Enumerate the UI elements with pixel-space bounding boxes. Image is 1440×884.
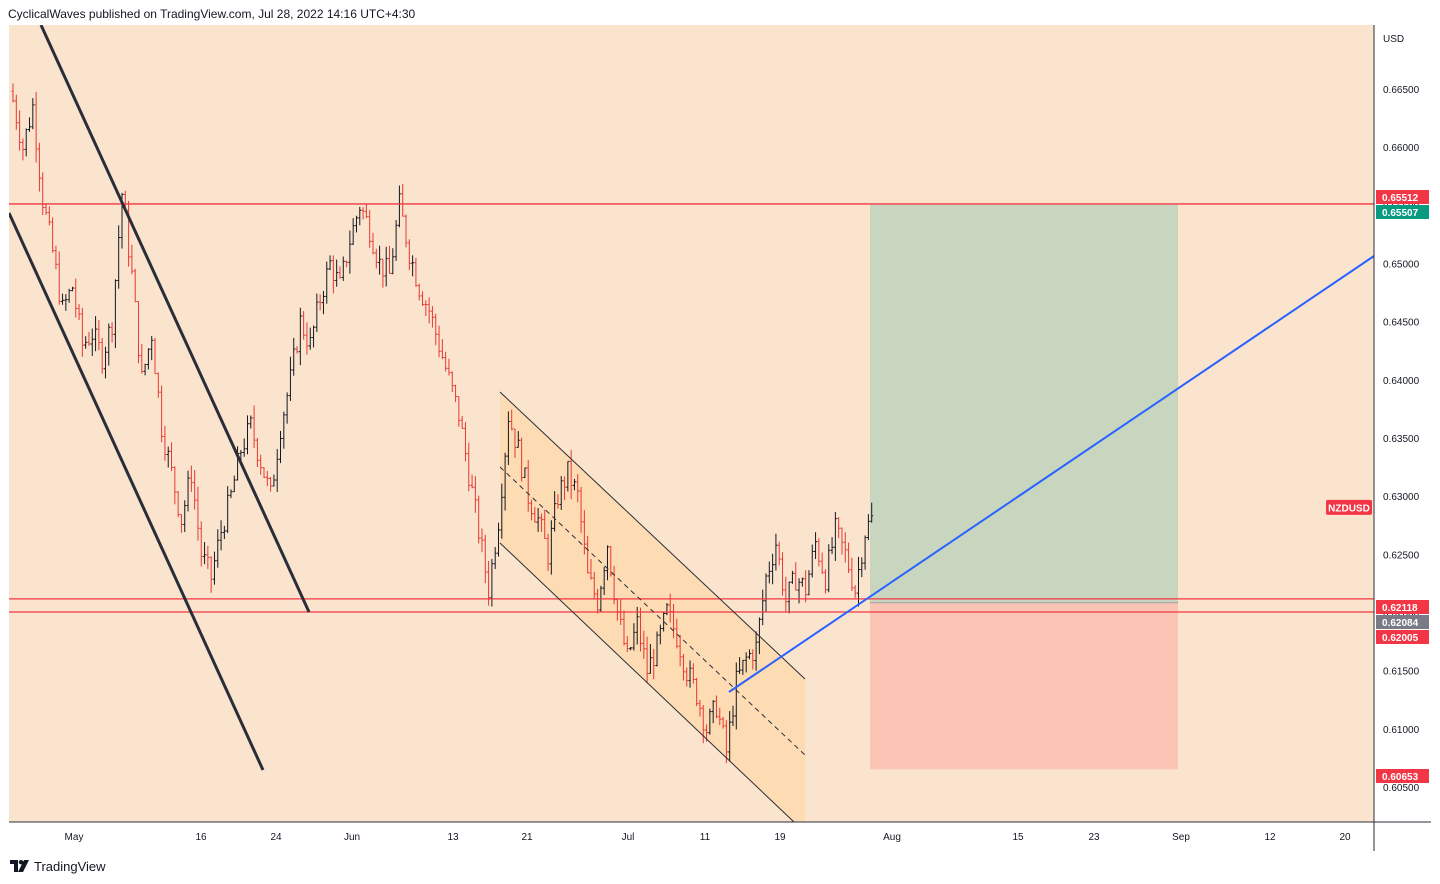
parallel-upper-line [499, 391, 806, 680]
blue-trendline [728, 255, 1375, 693]
y-tick-label: 0.61500 [1383, 667, 1420, 678]
price-label-tag [1376, 615, 1429, 629]
chart-frame[interactable]: NZDUSD0.665000.660000.655000.650000.6450… [7, 24, 1431, 851]
channel-upper-line [39, 24, 311, 613]
price-label-tag [1376, 600, 1429, 614]
price-chart[interactable]: NZDUSD0.665000.660000.655000.650000.6450… [7, 24, 1431, 851]
scale-corner [1374, 822, 1431, 851]
symbol-tag [1326, 499, 1372, 515]
x-tick-label: 15 [1012, 832, 1024, 843]
x-tick-label: 19 [774, 832, 786, 843]
tradingview-logo-icon [10, 860, 29, 872]
parallel-median-line [499, 466, 806, 756]
y-tick-label: 0.62500 [1383, 550, 1420, 561]
y-tick-label: 0.61000 [1383, 725, 1420, 736]
y-tick-label: 0.65000 [1383, 260, 1420, 271]
x-tick-label: 21 [521, 832, 533, 843]
y-tick-label: 0.60500 [1383, 783, 1420, 794]
x-tick-label: Jun [344, 832, 360, 843]
price-label-text: 0.65512 [1382, 193, 1419, 204]
x-tick-label: Aug [883, 832, 901, 843]
price-label-text: 0.65507 [1382, 208, 1419, 219]
x-tick-label: 13 [447, 832, 459, 843]
channel-fill [500, 392, 805, 822]
y-tick-label: 0.63500 [1383, 434, 1420, 445]
x-tick-label: Sep [1172, 832, 1190, 843]
x-tick-label: 20 [1339, 832, 1351, 843]
zones-layer [500, 204, 1178, 822]
price-scale-area[interactable] [1374, 25, 1431, 851]
x-tick-label: 23 [1088, 832, 1100, 843]
parallel-lower-line [499, 542, 795, 823]
price-label-tag [1376, 769, 1429, 783]
price-label-text: 0.60653 [1382, 772, 1419, 783]
x-tick-label: Jul [622, 832, 635, 843]
target-zone [870, 204, 1178, 603]
footer-branding[interactable]: TradingView [10, 857, 106, 875]
price-label-tag [1376, 630, 1429, 644]
axes-layer: NZDUSD0.665000.660000.655000.650000.6450… [9, 25, 1431, 851]
price-label-text: 0.62118 [1382, 603, 1418, 614]
currency-label: USD [1383, 34, 1404, 45]
drawings-layer [7, 24, 1375, 823]
y-tick-label: 0.63000 [1383, 492, 1420, 503]
x-tick-label: 12 [1264, 832, 1276, 843]
price-label-text: 0.62005 [1382, 633, 1419, 644]
y-tick-label: 0.66000 [1383, 143, 1420, 154]
x-tick-label: 16 [195, 832, 207, 843]
x-tick-label: May [65, 832, 84, 843]
y-tick-label: 0.62000 [1383, 609, 1420, 620]
x-tick-label: 24 [270, 832, 282, 843]
stop-zone [870, 602, 1178, 770]
candles-layer [11, 83, 874, 764]
channel-lower-line [7, 212, 265, 771]
symbol-tag-text: NZDUSD [1328, 503, 1370, 514]
price-label-tag [1376, 190, 1429, 204]
publish-info: CyclicalWaves published on TradingView.c… [8, 7, 416, 21]
price-label-text: 0.62084 [1382, 618, 1419, 629]
time-scale-area[interactable] [9, 822, 1374, 851]
y-tick-label: 0.64500 [1383, 318, 1420, 329]
x-tick-label: 11 [700, 832, 711, 843]
y-tick-label: 0.64000 [1383, 376, 1420, 387]
price-label-tag [1376, 205, 1429, 219]
brand-text: TradingView [34, 858, 106, 874]
y-tick-label: 0.66500 [1383, 85, 1420, 96]
